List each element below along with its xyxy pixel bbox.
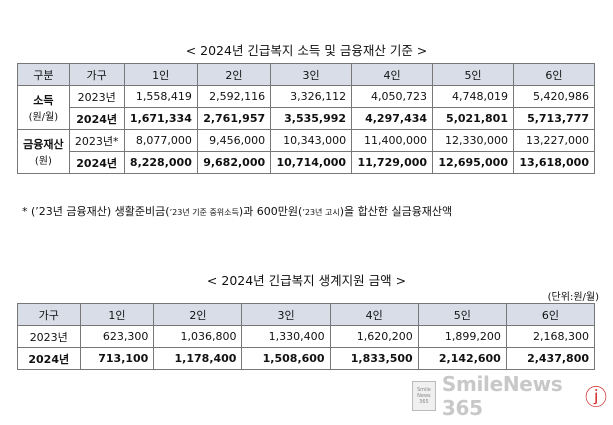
value-cell: 1,330,400 — [241, 325, 331, 348]
income-unit: (원/월) — [28, 112, 59, 123]
value-cell: 1,620,200 — [329, 325, 419, 348]
footnote-small2: ’23년 고시 — [302, 208, 340, 217]
livelihood-support-table: 가구 1인 2인 3인 4인 5인 6인 2023년 623,300 1,036… — [17, 303, 596, 370]
value-cell: 12,695,000 — [432, 151, 514, 174]
table-header-row: 가구 1인 2인 3인 4인 5인 6인 — [17, 303, 596, 326]
footnote-small1: ’23년 기준 중위소득 — [169, 208, 239, 217]
table-row: 2024년 713,100 1,178,400 1,508,600 1,833,… — [17, 347, 596, 370]
smile-icon: ⓙ — [584, 386, 607, 411]
value-cell: 1,178,400 — [153, 347, 243, 370]
year-cell: 2024년 — [68, 151, 125, 174]
value-cell: 2,592,116 — [196, 85, 272, 108]
value-cell: 623,300 — [79, 325, 155, 348]
value-cell: 13,618,000 — [512, 151, 596, 174]
value-cell: 8,228,000 — [123, 151, 198, 174]
value-cell: 11,729,000 — [351, 151, 434, 174]
header-2p: 2인 — [196, 63, 272, 86]
header-2p: 2인 — [153, 303, 243, 326]
year-cell: 2023년* — [68, 129, 125, 152]
header-category: 구분 — [17, 63, 70, 86]
value-cell: 10,343,000 — [270, 129, 353, 152]
value-cell: 13,227,000 — [512, 129, 596, 152]
value-cell: 2,761,957 — [196, 107, 272, 130]
value-cell: 5,021,801 — [432, 107, 514, 130]
header-household: 가구 — [17, 303, 81, 326]
value-cell: 9,682,000 — [196, 151, 272, 174]
assets-label-cell: 금융재산 (원) — [17, 129, 70, 174]
header-1p: 1인 — [79, 303, 155, 326]
footnote: * (’23년 금융재산) 생활준비금(’23년 기준 중위소득)과 600만원… — [22, 203, 452, 219]
assets-label: 금융재산 — [23, 138, 64, 151]
year-cell: 2024년 — [68, 107, 125, 130]
value-cell: 10,714,000 — [270, 151, 353, 174]
table-row: 2024년 8,228,000 9,682,000 10,714,000 11,… — [18, 151, 596, 174]
value-cell: 3,326,112 — [270, 85, 353, 108]
value-cell: 4,748,019 — [432, 85, 514, 108]
footnote-part2: )과 600만원( — [238, 205, 303, 218]
livelihood-support-table-title: < 2024년 긴급복지 생계지원 금액 > — [206, 273, 407, 288]
value-cell: 1,899,200 — [417, 325, 507, 348]
watermark: Smile News 365 SmileNews 365 ⓙ — [412, 372, 607, 420]
table-row: 2024년 1,671,334 2,761,957 3,535,992 4,29… — [18, 107, 596, 130]
header-6p: 6인 — [505, 303, 596, 326]
header-5p: 5인 — [432, 63, 514, 86]
value-cell: 2,142,600 — [417, 347, 507, 370]
value-cell: 8,077,000 — [123, 129, 198, 152]
value-cell: 4,050,723 — [351, 85, 434, 108]
header-3p: 3인 — [241, 303, 331, 326]
value-cell: 1,036,800 — [153, 325, 243, 348]
header-4p: 4인 — [351, 63, 434, 86]
footnote-part3: )을 합산한 실금융재산액 — [339, 205, 453, 218]
header-3p: 3인 — [270, 63, 353, 86]
footnote-part1: * (’23년 금융재산) 생활준비금( — [22, 205, 170, 218]
value-cell: 2,168,300 — [505, 325, 596, 348]
table-header-row: 구분 가구 1인 2인 3인 4인 5인 6인 — [17, 63, 596, 86]
unit-note: (단위:원/월) — [547, 292, 599, 303]
year-cell: 2024년 — [17, 347, 81, 370]
header-1p: 1인 — [123, 63, 198, 86]
value-cell: 4,297,434 — [351, 107, 434, 130]
value-cell: 1,558,419 — [123, 85, 198, 108]
value-cell: 1,833,500 — [329, 347, 419, 370]
income-asset-table-title: < 2024년 긴급복지 소득 및 금융재산 기준 > — [185, 43, 428, 58]
value-cell: 5,713,777 — [512, 107, 596, 130]
table-row: 소득 (원/월) 2023년 1,558,419 2,592,116 3,326… — [17, 85, 596, 130]
value-cell: 2,437,800 — [505, 347, 596, 370]
year-cell: 2023년 — [68, 85, 125, 108]
watermark-text: SmileNews 365 — [441, 372, 563, 420]
income-label: 소득 — [33, 94, 54, 107]
value-cell: 1,508,600 — [241, 347, 331, 370]
value-cell: 11,400,000 — [351, 129, 434, 152]
value-cell: 9,456,000 — [196, 129, 272, 152]
table-row: 금융재산 (원) 2023년* 8,077,000 9,456,000 10,3… — [17, 129, 596, 174]
value-cell: 713,100 — [79, 347, 155, 370]
value-cell: 3,535,992 — [270, 107, 353, 130]
value-cell: 12,330,000 — [432, 129, 514, 152]
table-row: 2023년 623,300 1,036,800 1,330,400 1,620,… — [17, 325, 596, 348]
header-6p: 6인 — [512, 63, 596, 86]
value-cell: 1,671,334 — [123, 107, 198, 130]
header-household: 가구 — [68, 63, 125, 86]
watermark-logo: Smile News 365 — [412, 381, 436, 411]
header-5p: 5인 — [417, 303, 507, 326]
year-cell: 2023년 — [17, 325, 81, 348]
income-asset-table: 구분 가구 1인 2인 3인 4인 5인 6인 소득 (원/월) 2023년 1… — [17, 63, 596, 174]
assets-unit: (원) — [34, 156, 52, 167]
value-cell: 5,420,986 — [512, 85, 596, 108]
income-label-cell: 소득 (원/월) — [17, 85, 70, 130]
header-4p: 4인 — [329, 303, 419, 326]
